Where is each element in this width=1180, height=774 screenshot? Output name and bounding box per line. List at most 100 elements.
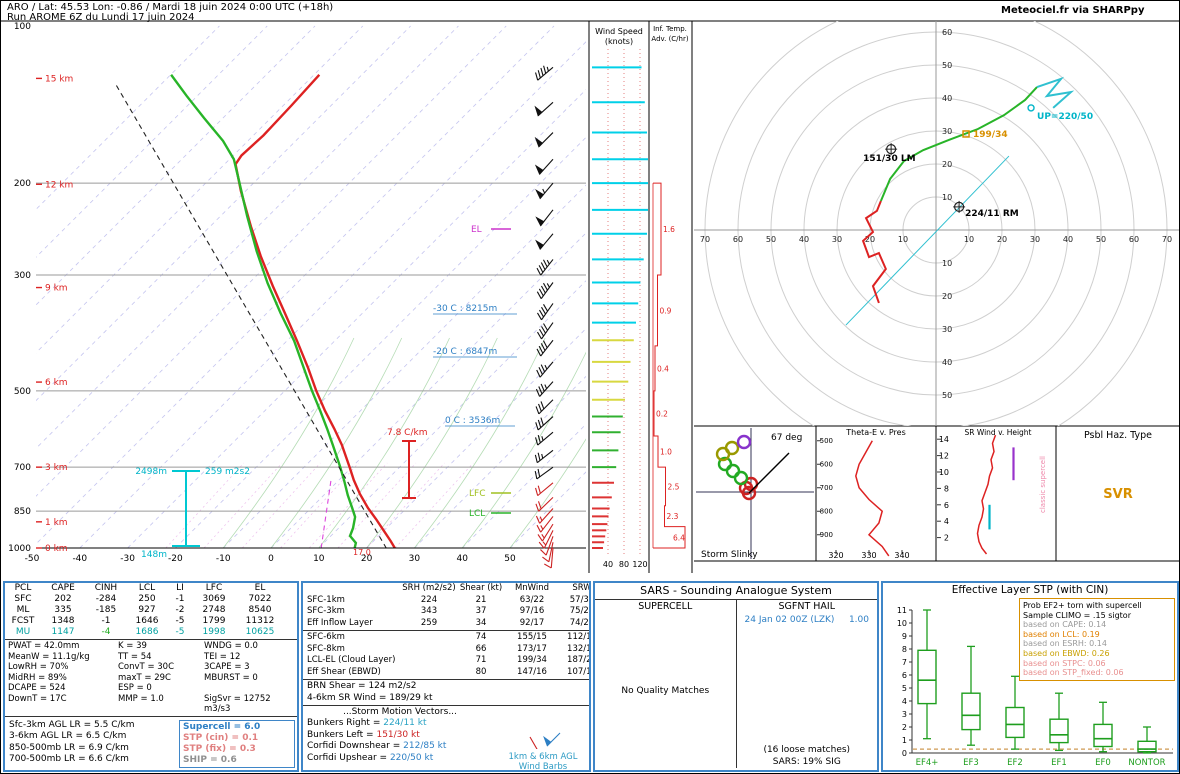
svg-text:30: 30	[942, 325, 952, 334]
wind-barbs-icon	[529, 732, 561, 753]
srh-value: 92/17	[519, 617, 545, 628]
svg-text:10: 10	[942, 193, 952, 202]
composite-index: STP (fix) = 0.3	[183, 743, 256, 754]
srh-header: MnWind	[514, 583, 550, 593]
thermo-stat: WNDG = 0.0	[204, 641, 258, 651]
shear-value: 107/17	[567, 666, 589, 677]
svg-text:8: 8	[944, 484, 949, 493]
thermo-stat: MidRH = 89%	[8, 672, 67, 683]
svg-text:40: 40	[1063, 235, 1073, 244]
shear-value: 187/24	[567, 655, 589, 665]
svg-text:120: 120	[632, 560, 647, 569]
header-run-line: Run AROME 6Z du Lundi 17 juin 2024	[7, 12, 195, 23]
srh-header: SRH (m2/s2)	[402, 583, 456, 593]
pcl-value: 1147	[51, 627, 75, 637]
svg-text:7.8 C/km: 7.8 C/km	[387, 428, 427, 438]
mixing-line-curve	[320, 480, 332, 548]
pcl-value: 335	[54, 605, 72, 615]
svg-text:700: 700	[820, 484, 833, 492]
svg-text:4: 4	[944, 517, 949, 526]
svg-text:NONTOR: NONTOR	[1128, 758, 1165, 768]
svg-text:500: 500	[14, 387, 31, 397]
svg-text:10: 10	[313, 554, 325, 564]
svg-text:LFC: LFC	[469, 489, 485, 499]
svg-text:50: 50	[942, 391, 952, 400]
storm-motion-list: Bunkers Right = 224/11 kt Bunkers Left = …	[303, 718, 497, 764]
svg-text:-30: -30	[120, 554, 135, 564]
sars-hail-header: SGFNT HAIL	[778, 601, 836, 612]
pcl-value: 202	[54, 594, 72, 604]
sr-wind-4-6-value: 4-6km SR Wind = 189/29 kt	[307, 692, 433, 703]
srh-header: Shear (kt)	[459, 583, 503, 593]
thermo-stat: PWAT = 42.0mm	[8, 641, 80, 651]
thermo-stat: 3CAPE = 3	[204, 662, 250, 672]
svg-text:1.0: 1.0	[660, 448, 672, 457]
divider	[303, 679, 589, 680]
srh-value: SFC-3km	[307, 606, 345, 616]
storm-motion-title: ...Storm Motion Vectors...	[343, 707, 457, 717]
header-location-line: ARO / Lat: 45.53 Lon: -0.86 / Mardi 18 j…	[7, 2, 334, 13]
srh-header	[303, 583, 401, 595]
svg-text:0: 0	[902, 749, 907, 758]
svg-text:70: 70	[1162, 235, 1172, 244]
slinky-ring	[733, 470, 749, 486]
slinky-ring	[724, 440, 740, 456]
pcl-value: 7022	[248, 594, 272, 604]
composite-index: SHIP = 0.6	[183, 754, 237, 765]
svg-text:20: 20	[997, 235, 1007, 244]
svg-text:-10: -10	[216, 554, 231, 564]
hodograph-trace-0	[861, 200, 887, 304]
composite-index: STP (cin) = 0.1	[183, 732, 259, 743]
thermo-stat: SigSvr = 12752 m3/s3	[204, 693, 271, 715]
svg-text:40: 40	[456, 554, 468, 564]
svg-text:340: 340	[894, 551, 909, 560]
prob-item: based on ESRH: 0.14	[1023, 639, 1107, 649]
pcl-value: -284	[95, 594, 117, 604]
stp-box-EF1	[1049, 718, 1069, 744]
storm-motion-value: 212/85 kt	[403, 741, 447, 751]
svg-text:2.3: 2.3	[667, 512, 679, 521]
svg-text:10: 10	[942, 259, 952, 268]
svg-text:11: 11	[897, 606, 907, 615]
brn-shear-value: BRN Shear = 124 m2/s2	[307, 681, 417, 691]
svg-text:0.9: 0.9	[660, 306, 672, 315]
svg-text:2: 2	[902, 723, 907, 732]
svg-text:17.0: 17.0	[353, 548, 371, 557]
pcl-value: 2748	[202, 605, 226, 615]
storm-relative-line	[845, 155, 1010, 326]
srh-header: SRW	[572, 583, 591, 593]
skewt-wind-barb-column	[534, 65, 554, 569]
srh-value: 34	[475, 617, 487, 628]
storm-motion-row: Corfidi Upshear = 220/50 kt	[307, 753, 497, 765]
svg-text:10: 10	[939, 468, 949, 477]
pcl-value: -1	[175, 594, 185, 604]
svg-text:(knots): (knots)	[605, 37, 633, 46]
svg-text:-50: -50	[25, 554, 40, 564]
pcl-value: -185	[95, 605, 117, 615]
thermo-stat: LowRH = 70%	[8, 662, 69, 672]
svg-text:10: 10	[898, 235, 908, 244]
hodograph-trace-1	[879, 86, 1038, 202]
srh-value: 224	[420, 594, 438, 605]
svg-text:100: 100	[14, 22, 31, 32]
thermo-stat: maxT = 29C	[118, 672, 171, 683]
svg-text:6.4: 6.4	[673, 533, 685, 542]
svg-text:10: 10	[897, 619, 907, 628]
pcl-row-name: MU	[15, 627, 31, 637]
prob-climo: Sample CLIMO = .15 sigtor	[1023, 610, 1131, 620]
svg-text:224/11 RM: 224/11 RM	[965, 209, 1019, 219]
pcl-row-name: ML	[16, 605, 30, 615]
wind-barbs-label-2: Wind Barbs	[518, 762, 568, 772]
storm-motion-row: Bunkers Left = 151/30 kt	[307, 730, 497, 742]
srh-table: SRH (m2/s2) Shear (kt) MnWind SRW SFC-1km 224…	[303, 583, 589, 629]
svg-text:EF2: EF2	[1007, 758, 1023, 768]
shear-value: 147/16	[517, 666, 547, 677]
svg-text:60: 60	[733, 235, 743, 244]
srh-value: 259	[420, 617, 438, 628]
divider	[303, 705, 589, 706]
svg-text:-20 C : 6847m: -20 C : 6847m	[433, 347, 497, 357]
divider	[5, 639, 297, 640]
srh-value: 97/16	[519, 606, 545, 616]
svg-text:67 deg: 67 deg	[771, 433, 802, 443]
